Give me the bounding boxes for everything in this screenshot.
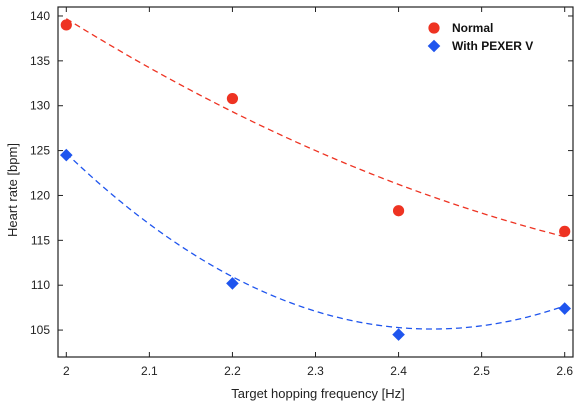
data-point-normal [559, 225, 571, 237]
trend-line-pexer [65, 152, 565, 330]
x-tick-label: 2.2 [224, 364, 241, 378]
legend-marker-circle [428, 22, 440, 34]
data-point-pexer [558, 302, 571, 315]
data-point-normal [392, 205, 405, 217]
data-point-pexer [226, 277, 239, 290]
legend-label: With PEXER V [452, 39, 533, 53]
legend-label: Normal [452, 21, 493, 35]
y-tick-label: 105 [30, 323, 50, 337]
y-axis-title: Heart rate [bpm] [5, 143, 20, 237]
x-tick-label: 2.3 [307, 364, 324, 378]
y-tick-label: 115 [31, 233, 50, 247]
y-tick-label: 120 [30, 188, 50, 202]
y-tick-label: 135 [30, 54, 50, 68]
data-point-normal [226, 92, 239, 105]
legend-marker-diamond [427, 39, 441, 53]
y-tick-label: 110 [31, 278, 50, 292]
x-tick-label: 2.5 [473, 364, 490, 378]
x-tick-label: 2.6 [556, 364, 573, 378]
data-point-pexer [392, 328, 405, 341]
x-tick-label: 2.4 [390, 364, 407, 378]
data-point-pexer [60, 148, 73, 162]
trend-line-normal [65, 18, 565, 238]
x-axis-title: Target hopping frequency [Hz] [231, 386, 404, 401]
data-point-normal [60, 19, 72, 31]
x-tick-label: 2 [63, 364, 70, 378]
y-tick-label: 140 [30, 9, 50, 23]
y-tick-label: 125 [30, 144, 50, 158]
y-tick-label: 130 [30, 99, 50, 113]
x-tick-label: 2.1 [141, 364, 158, 378]
